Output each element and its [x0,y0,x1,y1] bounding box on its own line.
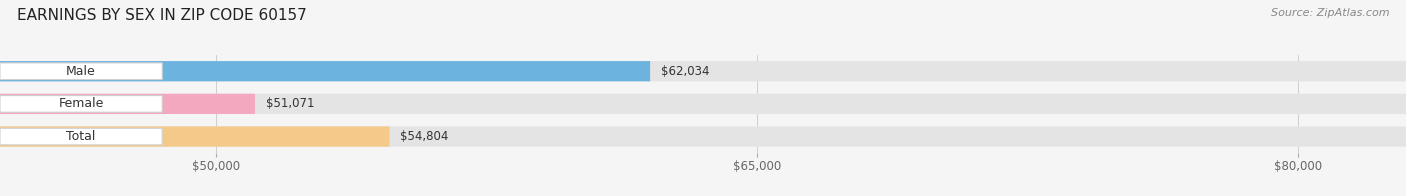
Text: EARNINGS BY SEX IN ZIP CODE 60157: EARNINGS BY SEX IN ZIP CODE 60157 [17,8,307,23]
FancyBboxPatch shape [0,94,1406,114]
Text: $54,804: $54,804 [401,130,449,143]
Text: $62,034: $62,034 [661,65,710,78]
Text: Male: Male [66,65,96,78]
FancyBboxPatch shape [0,94,254,114]
FancyBboxPatch shape [0,126,389,147]
Text: Source: ZipAtlas.com: Source: ZipAtlas.com [1271,8,1389,18]
FancyBboxPatch shape [0,63,162,80]
FancyBboxPatch shape [0,61,1406,81]
FancyBboxPatch shape [0,96,162,112]
Text: $51,071: $51,071 [266,97,314,110]
FancyBboxPatch shape [0,126,1406,147]
Text: Total: Total [66,130,96,143]
FancyBboxPatch shape [0,61,650,81]
Text: Female: Female [59,97,104,110]
FancyBboxPatch shape [0,128,162,145]
